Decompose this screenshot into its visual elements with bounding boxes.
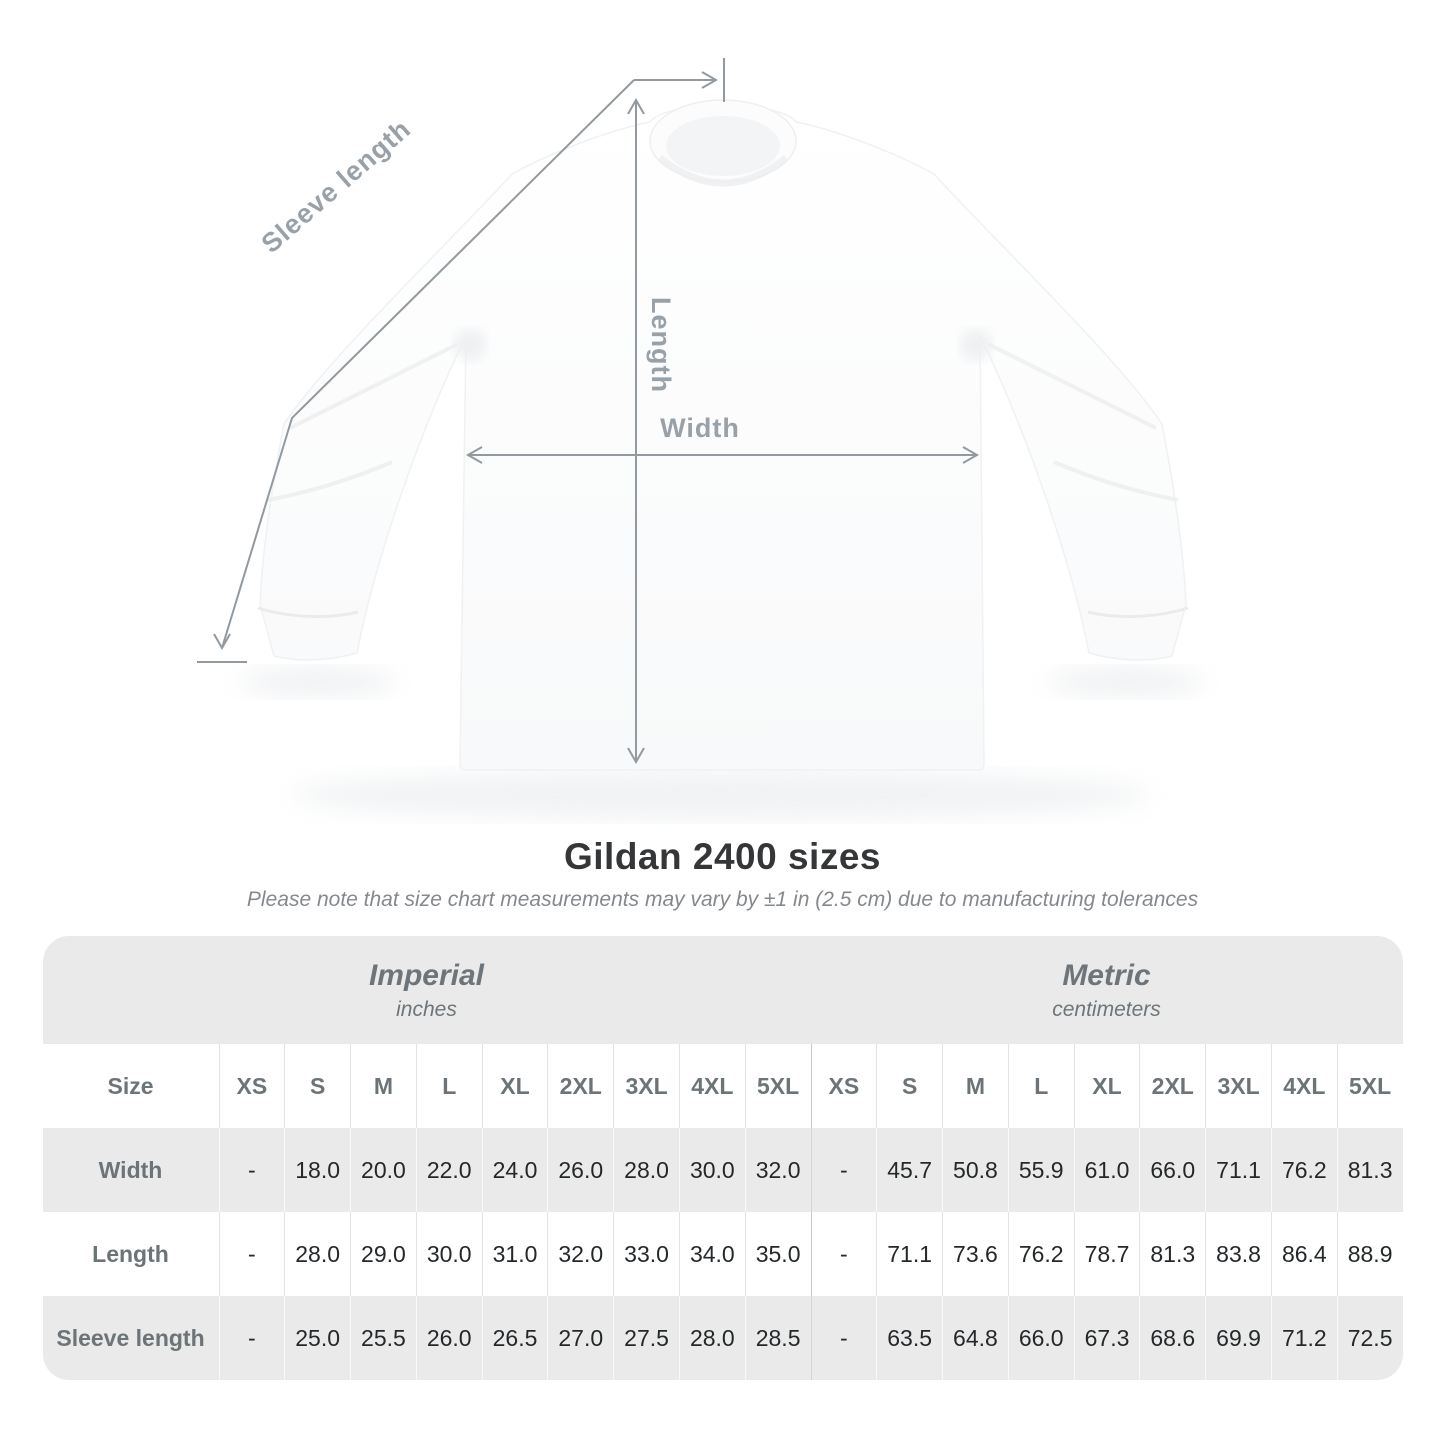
value-cell: 28.0 (284, 1212, 351, 1296)
unit-band-title-imperial: Imperial (368, 958, 485, 992)
value-cell: 81.3 (1139, 1212, 1206, 1296)
value-cell: - (218, 1212, 285, 1296)
column-header-metric-s: S (876, 1044, 943, 1128)
value-cell: 66.0 (1139, 1128, 1206, 1212)
sleeve-length-label: Sleeve length (256, 114, 417, 259)
length-label: Length (646, 297, 676, 393)
column-header-imperial-4xl: 4XL (678, 1044, 745, 1128)
column-header-metric-2xl: 2XL (1139, 1044, 1206, 1128)
cuffs (257, 606, 1189, 618)
column-header-imperial-3xl: 3XL (613, 1044, 679, 1128)
value-cell: 18.0 (284, 1128, 351, 1212)
unit-band-subtitle-inches: inches (396, 997, 457, 1021)
column-header-imperial-m: M (350, 1044, 416, 1128)
column-header-imperial-l: L (415, 1044, 482, 1128)
value-cell: 26.5 (481, 1296, 548, 1380)
size-table: Imperial inches Metric centimeters Size XS S M L… (42, 936, 1403, 1380)
value-cell: 45.7 (876, 1128, 943, 1212)
sleeve-length-arrow (197, 58, 725, 663)
column-header-imperial-2xl: 2XL (547, 1044, 614, 1128)
value-cell: 67.3 (1073, 1296, 1140, 1380)
shirt-diagram: Width Length Sleeve length (197, 58, 1204, 819)
value-cell: 64.8 (942, 1296, 1008, 1380)
column-header-metric-xs: XS (810, 1044, 877, 1128)
value-cell: 35.0 (744, 1212, 811, 1296)
value-cell: 20.0 (350, 1128, 416, 1212)
value-cell: - (810, 1296, 877, 1380)
unit-band-subtitle-centimeters: centimeters (1052, 997, 1161, 1021)
column-header-imperial-5xl: 5XL (744, 1044, 811, 1128)
column-header-imperial-xl: XL (481, 1044, 548, 1128)
value-cell: - (810, 1128, 877, 1212)
value-cell: 76.2 (1270, 1128, 1337, 1212)
unit-band-metric: Metric centimeters (810, 936, 1403, 1044)
tolerance-note: Please note that size chart measurements… (246, 888, 1199, 911)
size-corner-label: Size (42, 1044, 219, 1128)
value-cell: 25.0 (284, 1296, 351, 1380)
value-cell: 73.6 (942, 1212, 1008, 1296)
value-cell: 33.0 (613, 1212, 679, 1296)
value-cell: 28.5 (744, 1296, 811, 1380)
row-label-width: Width (42, 1128, 219, 1212)
value-cell: 25.5 (350, 1296, 416, 1380)
collar (649, 99, 797, 187)
value-cell: 30.0 (678, 1128, 745, 1212)
value-cell: 28.0 (678, 1296, 745, 1380)
value-cell: 71.2 (1270, 1296, 1337, 1380)
value-cell: 71.1 (876, 1212, 943, 1296)
value-cell: 69.9 (1205, 1296, 1271, 1380)
column-header-metric-m: M (942, 1044, 1008, 1128)
value-cell: - (218, 1296, 285, 1380)
value-cell: 34.0 (678, 1212, 745, 1296)
value-cell: 86.4 (1270, 1212, 1337, 1296)
row-label-sleeve-length: Sleeve length (42, 1296, 219, 1380)
value-cell: 68.6 (1139, 1296, 1206, 1380)
column-header-metric-l: L (1007, 1044, 1074, 1128)
value-cell: 50.8 (942, 1128, 1008, 1212)
value-cell: 66.0 (1007, 1296, 1074, 1380)
value-cell: 31.0 (481, 1212, 548, 1296)
value-cell: 55.9 (1007, 1128, 1074, 1212)
value-cell: - (810, 1212, 877, 1296)
column-header-metric-5xl: 5XL (1336, 1044, 1403, 1128)
value-cell: 27.5 (613, 1296, 679, 1380)
value-cell: 63.5 (876, 1296, 943, 1380)
unit-band-imperial: Imperial inches (42, 936, 811, 1044)
shirt-shadow (240, 667, 1204, 819)
page-title: Gildan 2400 sizes (563, 836, 881, 877)
value-cell: 72.5 (1336, 1296, 1403, 1380)
value-cell: 78.7 (1073, 1212, 1140, 1296)
shirt-illustration: Width Length Sleeve length (197, 58, 1204, 819)
value-cell: 27.0 (547, 1296, 614, 1380)
value-cell: 32.0 (744, 1128, 811, 1212)
width-label: Width (660, 413, 740, 443)
table-header: Gildan 2400 sizes Please note that size … (0, 836, 1445, 912)
column-header-metric-xl: XL (1073, 1044, 1140, 1128)
column-header-metric-3xl: 3XL (1205, 1044, 1271, 1128)
value-cell: 76.2 (1007, 1212, 1074, 1296)
value-cell: 61.0 (1073, 1128, 1140, 1212)
value-cell: 26.0 (415, 1296, 482, 1380)
value-cell: 71.1 (1205, 1128, 1271, 1212)
value-cell: 28.0 (613, 1128, 679, 1212)
value-cell: 22.0 (415, 1128, 482, 1212)
value-cell: 83.8 (1205, 1212, 1271, 1296)
column-header-metric-4xl: 4XL (1270, 1044, 1337, 1128)
value-cell: 88.9 (1336, 1212, 1403, 1296)
row-label-length: Length (42, 1212, 219, 1296)
value-cell: 24.0 (481, 1128, 548, 1212)
length-arrow (627, 97, 645, 765)
unit-band-title-metric: Metric (1062, 958, 1151, 992)
long-sleeve-shirt (257, 99, 1189, 771)
value-cell: 30.0 (415, 1212, 482, 1296)
column-header-imperial-s: S (284, 1044, 351, 1128)
value-cell: 81.3 (1336, 1128, 1403, 1212)
value-cell: - (218, 1128, 285, 1212)
value-cell: 26.0 (547, 1128, 614, 1212)
column-header-imperial-xs: XS (218, 1044, 285, 1128)
width-arrow (465, 446, 980, 464)
value-cell: 29.0 (350, 1212, 416, 1296)
value-cell: 32.0 (547, 1212, 614, 1296)
